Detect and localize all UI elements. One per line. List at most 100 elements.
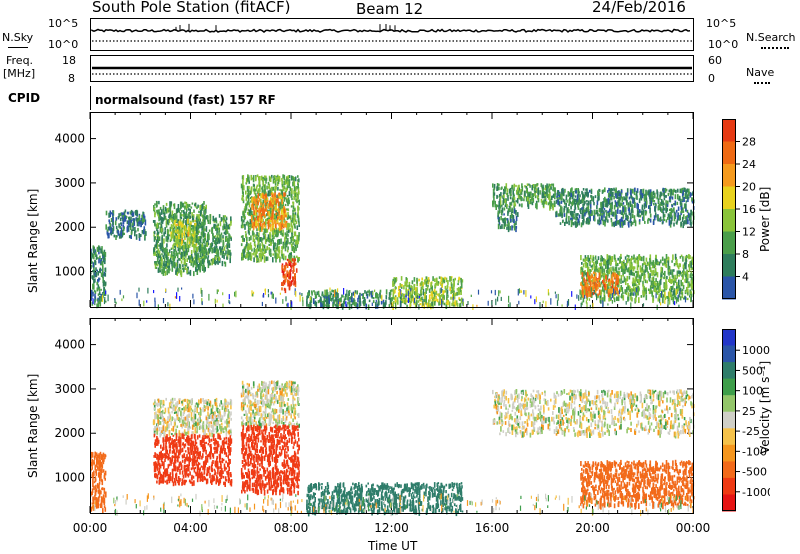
power-cell — [191, 241, 193, 245]
power-cell — [186, 258, 188, 262]
power-cell — [178, 268, 180, 273]
power-cell — [171, 224, 173, 229]
power-cell — [421, 302, 424, 308]
power-cell — [561, 211, 563, 215]
power-cell — [632, 266, 635, 272]
power-cell — [675, 221, 678, 224]
power-cell — [283, 280, 285, 284]
power-cell — [662, 205, 665, 211]
power-cell — [164, 227, 166, 231]
power-cell — [265, 238, 268, 243]
power-cell — [158, 222, 161, 225]
power-cell — [116, 235, 118, 238]
power-cell — [529, 193, 531, 198]
power-cell — [607, 197, 610, 202]
power-cell — [419, 298, 421, 302]
power-cell — [267, 220, 269, 225]
power-cell — [619, 266, 622, 269]
power-cell — [169, 257, 172, 262]
power-cell — [135, 234, 138, 240]
power-cell — [162, 263, 165, 267]
power-cell — [661, 203, 663, 206]
power-cell — [247, 250, 250, 255]
power-cell — [183, 244, 185, 251]
power-cell — [584, 191, 587, 196]
power-cell — [526, 187, 528, 194]
power-cell — [293, 239, 296, 243]
power-cell — [90, 257, 92, 261]
power-cell — [272, 224, 274, 228]
power-cell — [175, 225, 178, 230]
power-cell — [625, 212, 627, 218]
power-cell — [570, 221, 573, 228]
power-cell — [242, 235, 244, 240]
power-cell — [132, 227, 134, 231]
power-cell — [215, 225, 217, 231]
power-cell — [241, 185, 244, 191]
power-cell — [513, 219, 515, 224]
power-cell — [582, 203, 584, 208]
power-cell — [385, 289, 388, 295]
power-cell — [295, 268, 298, 273]
power-cell — [102, 255, 104, 259]
power-cell — [198, 220, 201, 224]
power-cell — [97, 293, 100, 296]
power-cell — [642, 280, 644, 287]
power-cell — [546, 183, 548, 189]
power-cell — [426, 302, 429, 307]
power-cell — [92, 249, 95, 254]
power-cell — [661, 256, 664, 261]
power-cell — [286, 216, 289, 220]
power-cell — [160, 216, 163, 221]
power-cell — [99, 255, 101, 260]
power-cell — [397, 300, 399, 305]
power-cell — [257, 190, 260, 196]
power-cell — [93, 278, 95, 284]
power-cell — [582, 206, 585, 210]
power-cell — [250, 207, 252, 214]
power-cell — [587, 266, 590, 273]
power-cell — [195, 251, 198, 257]
power-cell — [182, 251, 184, 257]
power-cell — [657, 205, 660, 211]
power-cell — [261, 188, 264, 193]
power-cell — [207, 220, 210, 224]
power-cell — [294, 278, 296, 285]
power-cell — [168, 234, 171, 237]
power-cell — [662, 272, 665, 276]
power-cell — [288, 191, 291, 197]
power-cell — [572, 194, 574, 200]
power-cell — [619, 219, 621, 224]
power-cell — [120, 232, 123, 237]
power-cell — [281, 267, 284, 273]
power-cell — [244, 231, 247, 234]
power-cell — [514, 203, 517, 207]
power-cell — [176, 240, 178, 244]
power-cell — [193, 243, 195, 248]
power-cell — [454, 277, 456, 281]
power-cell — [586, 276, 588, 280]
power-cell — [278, 192, 281, 197]
power-cell — [141, 230, 144, 234]
power-cell — [572, 216, 575, 219]
power-cell — [587, 259, 590, 262]
power-cell — [229, 234, 231, 239]
power-cell — [580, 292, 583, 298]
power-cell — [270, 239, 272, 245]
power-cell — [241, 190, 244, 194]
power-cell — [681, 216, 684, 223]
power-cell — [126, 211, 129, 215]
power-cell — [179, 230, 181, 235]
power-cell — [157, 222, 159, 229]
power-cell — [627, 297, 629, 302]
power-cell — [352, 291, 355, 296]
power-cell — [257, 195, 259, 199]
power-cell — [587, 271, 590, 275]
power-cell — [203, 259, 206, 263]
power-cell — [223, 255, 225, 260]
power-cell — [250, 200, 252, 203]
power-cell — [416, 287, 418, 290]
power-cell — [258, 180, 261, 185]
power-cell — [565, 217, 568, 224]
power-cell — [450, 296, 452, 300]
